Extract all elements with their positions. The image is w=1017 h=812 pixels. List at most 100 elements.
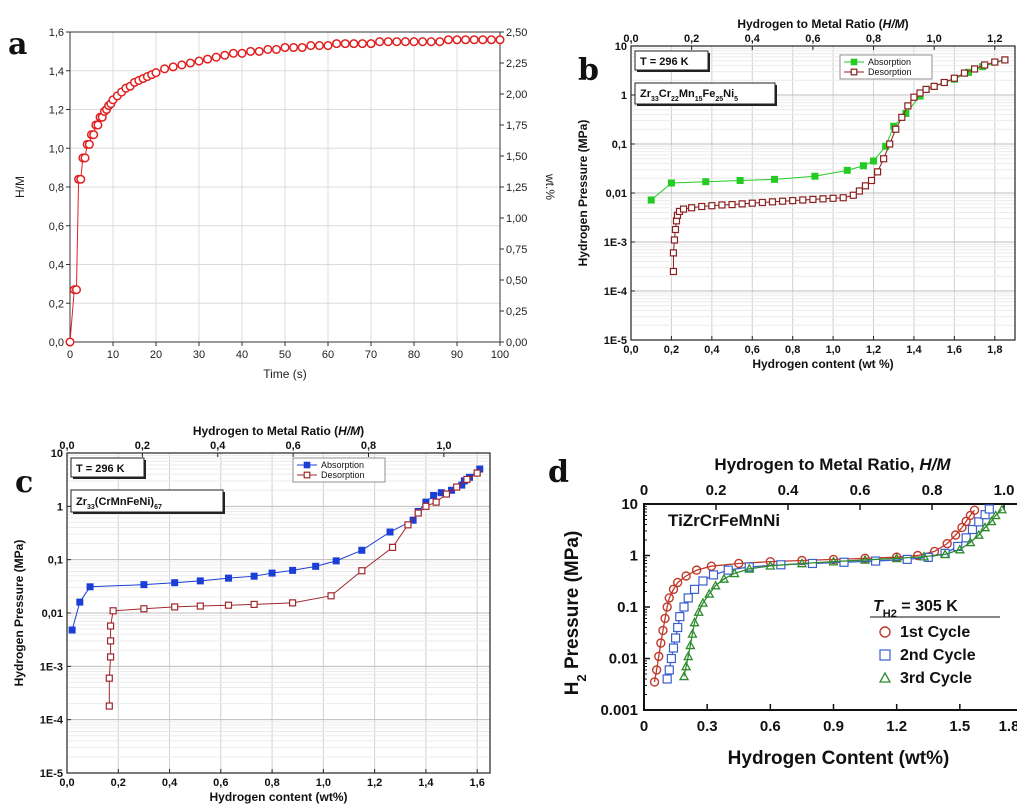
y-axis-label: Hydrogen Pressure (MPa): [12, 540, 26, 687]
text-span: 15: [695, 96, 703, 103]
data-point: [469, 35, 479, 45]
text-span: 25: [715, 96, 723, 103]
x-tick-label: 1,6: [470, 777, 485, 789]
data-point: [679, 205, 688, 213]
x-top-tick-label: 0,0: [623, 33, 638, 45]
data-point: [873, 168, 882, 176]
y-axis-label: H/M: [13, 176, 27, 198]
data-point: [910, 93, 918, 101]
x-tick-label: 20: [150, 349, 162, 361]
data-point: [839, 557, 849, 567]
x-tick-label: 0,0: [59, 777, 74, 789]
x-tick-label: 1,6: [947, 344, 962, 356]
x-tick-label: 1.5: [949, 718, 970, 735]
data-point: [314, 41, 324, 51]
text-span: Zr: [76, 496, 88, 508]
data-point: [704, 588, 715, 598]
y-axis-label: H2 Pressure (MPa): [562, 531, 589, 696]
data-point: [656, 638, 666, 648]
data-point: [220, 50, 230, 60]
data-point: [375, 37, 385, 47]
x-top-tick-label: 0.8: [922, 482, 943, 499]
data-point: [332, 39, 342, 49]
x-tick-label: 0,8: [264, 777, 279, 789]
data-point: [106, 622, 115, 630]
text-span: (CrMnFeNi): [95, 496, 155, 508]
data-point: [960, 69, 969, 77]
x-tick-label: 0: [640, 718, 648, 735]
data-point: [710, 580, 721, 590]
data-point: [698, 576, 708, 586]
data-point: [203, 54, 213, 64]
data-point: [748, 199, 756, 207]
data-point: [289, 566, 297, 574]
data-point: [969, 505, 980, 515]
data-point: [860, 553, 870, 564]
x-tick-label: 100: [491, 349, 509, 361]
x-tick-label: 1,2: [367, 777, 382, 789]
data-point: [332, 557, 340, 565]
data-point: [430, 491, 438, 499]
data-point: [923, 552, 933, 562]
data-point: [950, 74, 958, 82]
panel-label: c: [15, 465, 33, 500]
data-point: [668, 584, 679, 595]
data-point: [965, 537, 976, 547]
y-axis-label: Hydrogen Pressure (MPa): [576, 120, 590, 267]
data-point: [196, 602, 204, 610]
data-point: [76, 598, 84, 606]
data-point: [744, 563, 755, 573]
data-point: [702, 178, 710, 186]
text-span: Hydrogen to Metal Ratio (: [193, 424, 338, 438]
y-right-tick-label: 2,00: [506, 89, 527, 101]
text-span: Pressure (MPa): [562, 531, 583, 675]
text-span: = 305 K: [897, 598, 958, 615]
data-point: [254, 46, 264, 56]
temperature-annotation: T = 296 K: [76, 463, 125, 475]
y-right-tick-label: 1,75: [506, 120, 527, 132]
y-tick-label: 0,0: [49, 337, 64, 349]
data-point: [922, 85, 930, 94]
data-point: [799, 196, 807, 204]
data-point: [693, 606, 704, 616]
y-tick-label: 1E-3: [604, 237, 627, 249]
data-point: [930, 82, 938, 90]
x-top-tick-label: 0,2: [684, 33, 699, 45]
data-point: [668, 643, 679, 653]
data-point: [697, 597, 709, 607]
data-point: [658, 625, 668, 636]
data-point: [250, 572, 258, 580]
data-point: [849, 191, 857, 199]
y-tick-label: 1E-4: [604, 286, 628, 298]
data-point: [662, 674, 672, 684]
x-tick-label: 1.8: [999, 718, 1017, 735]
x-top-axis-label: Hydrogen to Metal Ratio (H/M): [193, 424, 364, 438]
data-point: [662, 602, 672, 612]
data-point: [109, 607, 117, 615]
x-top-tick-label: 1.0: [994, 482, 1015, 499]
data-point: [76, 174, 86, 184]
data-point: [678, 671, 690, 681]
data-point: [957, 522, 967, 533]
data-point: [224, 601, 233, 609]
text-span: H2: [883, 608, 897, 620]
data-point: [675, 612, 685, 622]
data-point: [892, 125, 900, 133]
data-point: [843, 166, 851, 174]
data-point: [647, 196, 655, 204]
data-point: [829, 194, 837, 202]
y-tick-label: 1: [630, 548, 638, 565]
data-point: [105, 674, 113, 682]
y-right-tick-label: 1,50: [506, 151, 527, 163]
data-point: [904, 102, 912, 110]
data-point: [670, 236, 679, 244]
legend-entry: 1st Cycle: [900, 624, 970, 641]
legend-entry: Absorption: [321, 460, 364, 470]
data-point: [990, 510, 1001, 520]
data-point: [729, 568, 740, 578]
data-point: [991, 58, 999, 66]
text-span: Fe: [703, 88, 716, 100]
data-point: [708, 202, 716, 210]
x-top-tick-label: 1,0: [927, 33, 942, 45]
data-point: [828, 556, 839, 566]
